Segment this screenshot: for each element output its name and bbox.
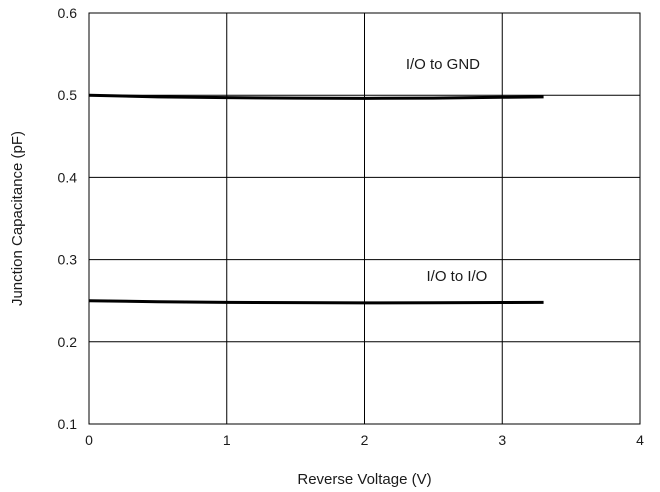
x-tick-label: 3 xyxy=(498,432,506,448)
x-tick-label: 4 xyxy=(636,432,644,448)
y-tick-label: 0.1 xyxy=(58,416,78,432)
x-tick-label: 0 xyxy=(85,432,93,448)
y-tick-label: 0.2 xyxy=(58,334,78,350)
x-tick-label: 1 xyxy=(223,432,231,448)
y-tick-label: 0.4 xyxy=(58,169,78,185)
series-annotation: I/O to GND xyxy=(406,56,480,73)
y-axis-label: Junction Capacitance (pF) xyxy=(9,131,26,306)
series-line-io-to-gnd xyxy=(88,93,544,100)
annotations: I/O to GND I/O to I/O xyxy=(406,56,488,285)
grid xyxy=(89,13,640,424)
y-tick-label: 0.6 xyxy=(58,5,78,21)
plot-area-frame xyxy=(88,12,641,425)
x-axis-label: Reverse Voltage (V) xyxy=(297,471,431,488)
y-tick-label: 0.3 xyxy=(58,252,78,268)
series-line-io-to-io xyxy=(88,299,544,305)
series-annotation: I/O to I/O xyxy=(426,268,487,285)
tick-labels: 0 1 2 3 4 0.1 0.2 0.3 0.4 0.5 0.6 xyxy=(58,5,645,448)
series-layer xyxy=(88,93,544,305)
x-tick-label: 2 xyxy=(361,432,369,448)
y-tick-label: 0.5 xyxy=(58,87,78,103)
